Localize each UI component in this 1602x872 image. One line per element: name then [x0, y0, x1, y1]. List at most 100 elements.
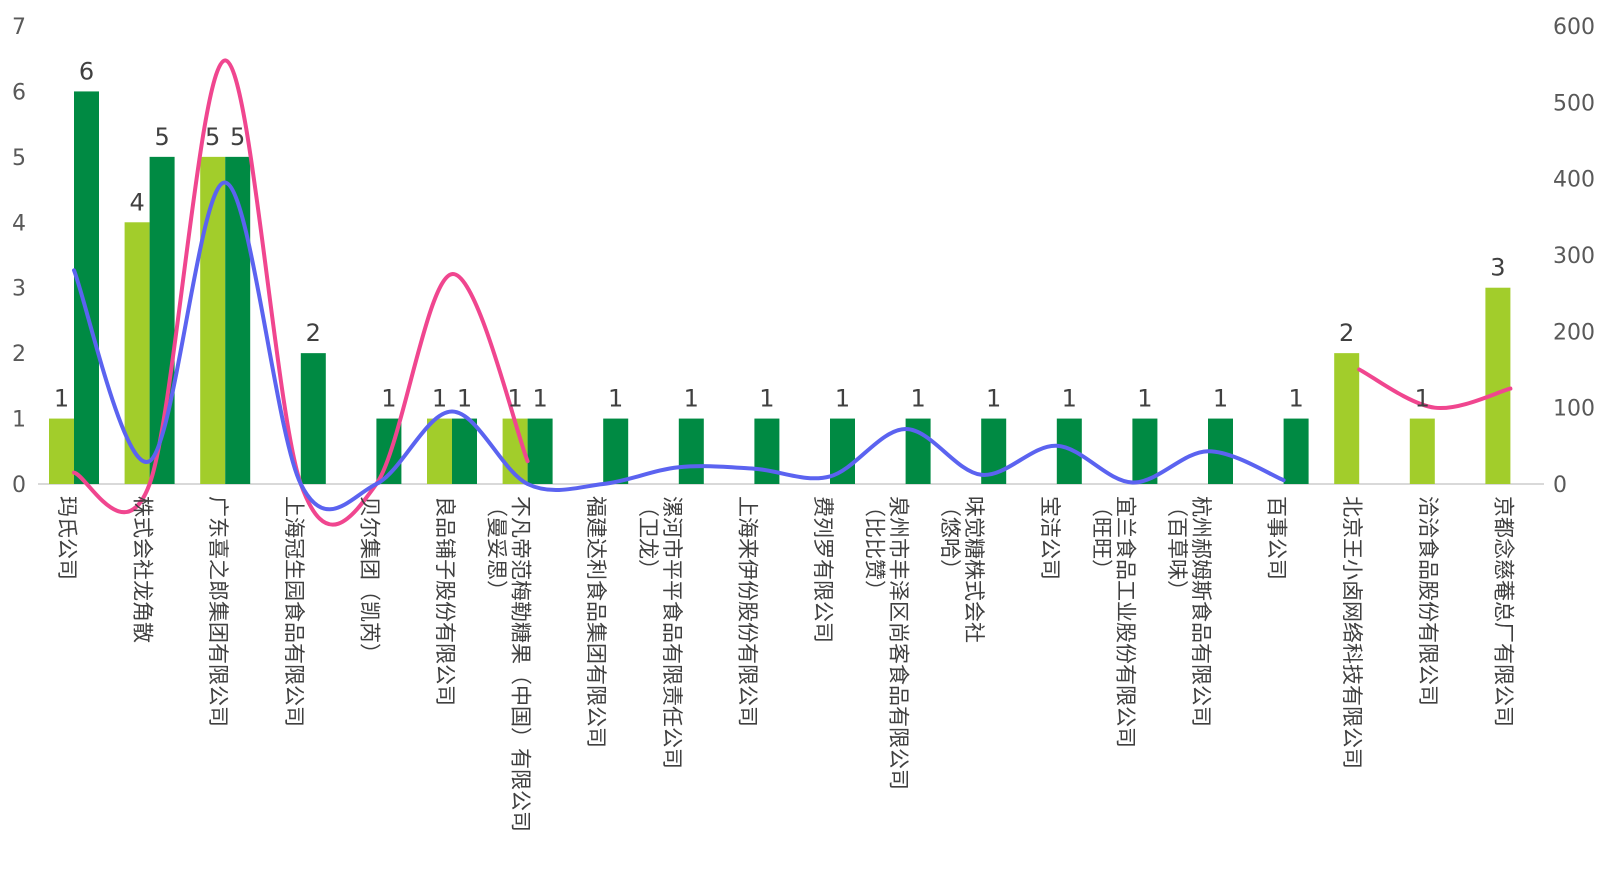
category-label-line: （百草味）	[1165, 496, 1189, 601]
category-label: 良品铺子股份有限公司	[433, 496, 457, 706]
bar-data-label: 1	[684, 385, 699, 413]
bar-data-label: 1	[835, 385, 850, 413]
category-label: 上海冠生园食品有限公司	[282, 496, 306, 727]
category-label: 株式会社龙角散	[131, 496, 155, 643]
bar-series-2	[225, 156, 251, 484]
lines-layer	[72, 58, 1513, 527]
category-label-line: 株式会社龙角散	[131, 496, 155, 643]
category-label-line: 洽洽食品股份有限公司	[1416, 496, 1440, 706]
category-label-line: （比比赞）	[863, 496, 887, 601]
category-label-line: 上海冠生园食品有限公司	[282, 496, 306, 727]
bar-data-label: 1	[54, 385, 69, 413]
bar-data-label: 1	[910, 385, 925, 413]
bar-data-label: 1	[532, 385, 547, 413]
bar-series-1	[427, 418, 452, 484]
category-label: 泉州市丰泽区尚客食品有限公司（比比赞）	[863, 496, 911, 790]
category-label-line: 杭州郝姆斯食品有限公司	[1189, 496, 1213, 727]
category-label: 福建达利食品集团有限公司	[584, 496, 608, 748]
left-axis-tick-label: 6	[12, 80, 26, 105]
category-label-line: 福建达利食品集团有限公司	[584, 496, 608, 748]
right-axis-tick-label: 100	[1553, 397, 1595, 422]
bar-series-2	[678, 418, 704, 484]
left-axis-tick-label: 7	[12, 15, 26, 40]
category-labels-layer: 玛氏公司 株式会社龙角散 广东喜之郎集团有限公司 上海冠生园食品有限公司 贝尔集团（凯芮…	[55, 496, 1515, 832]
bar-series-2	[300, 353, 326, 484]
left-axis-tick-label: 3	[12, 277, 26, 302]
category-label-line: （悠哈）	[938, 496, 962, 580]
category-label-line: 味觉糖株式会社	[962, 496, 986, 643]
category-label-line: 北京王小卤网络科技有限公司	[1340, 496, 1364, 769]
bar-data-label: 1	[1415, 385, 1430, 413]
left-axis-tick-label: 1	[12, 408, 26, 433]
bar-data-label: 1	[986, 385, 1001, 413]
bar-data-label: 5	[205, 123, 220, 151]
category-label-line: （曼妥思）	[485, 496, 509, 601]
category-label-line: 宜兰食品工业股份有限公司	[1113, 496, 1137, 748]
right-axis-tick-label: 400	[1553, 168, 1595, 193]
bar-data-label: 1	[1213, 385, 1228, 413]
category-label: 洽洽食品股份有限公司	[1416, 496, 1440, 706]
bar-data-label: 1	[1062, 385, 1077, 413]
category-label: 味觉糖株式会社（悠哈）	[938, 496, 986, 643]
line-series-blue	[72, 180, 1286, 512]
bar-data-label: 3	[1490, 254, 1505, 282]
bar-series-2	[754, 418, 780, 484]
left-axis-tick-label: 4	[12, 211, 26, 236]
category-label-line: 京都念慈菴总厂有限公司	[1491, 496, 1515, 727]
bar-data-label: 1	[432, 385, 447, 413]
category-label-line: 良品铺子股份有限公司	[433, 496, 457, 706]
bar-series-2	[1132, 418, 1158, 484]
category-label-line: 贝尔集团（凯芮）	[357, 496, 381, 664]
category-label-line: 费列罗有限公司	[811, 496, 835, 643]
category-label-line: 广东喜之郎集团有限公司	[206, 496, 230, 727]
right-axis-tick-label: 500	[1553, 91, 1595, 116]
category-label-line: 漯河市平平食品有限责任公司	[660, 496, 684, 769]
bar-data-label: 1	[1137, 385, 1152, 413]
category-label-line: 玛氏公司	[55, 496, 79, 580]
bar-data-label: 2	[306, 319, 321, 347]
category-label-line: 百事公司	[1265, 496, 1289, 580]
bar-data-label: 1	[759, 385, 774, 413]
category-label: 费列罗有限公司	[811, 496, 835, 643]
bar-series-2	[527, 418, 553, 484]
category-label-line: （卫龙）	[636, 496, 660, 580]
left-axis-tick-label: 2	[12, 342, 26, 367]
category-label: 漯河市平平食品有限责任公司（卫龙）	[636, 496, 684, 769]
bar-series-2	[452, 418, 477, 484]
right-axis-tick-label: 0	[1553, 473, 1567, 498]
category-label: 上海来伊份股份有限公司	[735, 496, 759, 727]
right-axis-tick-label: 300	[1553, 244, 1595, 269]
category-label-line: （旺旺）	[1089, 496, 1113, 580]
bar-data-label: 1	[381, 385, 396, 413]
bar-data-label: 1	[507, 385, 522, 413]
bar-data-label: 4	[129, 188, 144, 216]
category-label-line: 不凡帝范梅勒糖果（中国）有限公司	[509, 496, 533, 832]
bar-series-1	[1485, 287, 1511, 484]
right-axis-tick-label: 600	[1553, 15, 1595, 40]
bar-data-label: 1	[1288, 385, 1303, 413]
bar-series-2	[1283, 418, 1309, 484]
category-label: 京都念慈菴总厂有限公司	[1491, 496, 1515, 727]
bar-series-1	[1334, 353, 1360, 484]
category-label: 广东喜之郎集团有限公司	[206, 496, 230, 727]
bar-data-label: 1	[457, 385, 472, 413]
bar-data-label: 2	[1339, 319, 1354, 347]
category-label: 北京王小卤网络科技有限公司	[1340, 496, 1364, 769]
left-axis-tick-label: 5	[12, 146, 26, 171]
right-axis-tick-label: 200	[1553, 320, 1595, 345]
line-series-pink	[1357, 367, 1513, 410]
category-label: 玛氏公司	[55, 496, 79, 580]
category-label: 不凡帝范梅勒糖果（中国）有限公司（曼妥思）	[485, 496, 533, 832]
category-label: 贝尔集团（凯芮）	[357, 496, 381, 664]
bar-data-label: 1	[608, 385, 623, 413]
bar-series-1	[49, 418, 74, 484]
bar-series-1	[1409, 418, 1435, 484]
category-label-line: 上海来伊份股份有限公司	[735, 496, 759, 727]
bar-series-2	[603, 418, 629, 484]
bar-data-label: 6	[79, 57, 94, 85]
category-label-line: 宝洁公司	[1038, 496, 1062, 580]
category-label: 百事公司	[1265, 496, 1289, 580]
